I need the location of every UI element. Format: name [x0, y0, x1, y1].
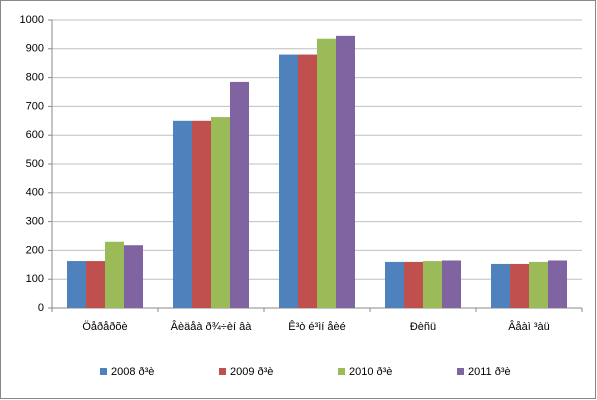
x-tick-label: Âåàì ³àü	[508, 320, 550, 333]
bar	[317, 38, 336, 308]
y-tick-label: 200	[26, 244, 44, 256]
legend-swatch	[100, 368, 107, 375]
y-tick-label: 300	[26, 216, 44, 228]
legend-swatch	[219, 368, 226, 375]
y-tick-label: 400	[26, 187, 44, 199]
bar	[510, 263, 529, 308]
x-tick-label: Ðèñü	[410, 321, 436, 333]
y-tick-label: 500	[26, 158, 44, 170]
bar	[173, 120, 192, 308]
bar	[67, 261, 86, 308]
legend-label: 2010 ð³è	[349, 366, 392, 378]
bar	[124, 245, 143, 308]
bar	[230, 81, 249, 308]
x-tick-label: Âèäåà ð¾÷èí âà	[171, 320, 253, 333]
bar	[336, 35, 355, 309]
y-tick-label: 900	[26, 43, 44, 55]
bar	[211, 117, 230, 308]
bar	[298, 54, 317, 309]
y-tick-label: 600	[26, 129, 44, 141]
bar	[86, 261, 105, 308]
y-tick-label: 700	[26, 100, 44, 112]
y-tick-label: 800	[26, 72, 44, 84]
bar	[548, 260, 567, 308]
legend-swatch	[457, 368, 464, 375]
bar	[423, 261, 442, 308]
legend-label: 2011 ð³è	[468, 366, 511, 378]
bar	[385, 261, 404, 308]
y-tick-label: 0	[38, 302, 44, 314]
y-tick-label: 100	[26, 273, 44, 285]
bar	[529, 261, 548, 308]
y-tick-label: 1000	[20, 14, 44, 26]
bar	[279, 54, 298, 309]
legend-swatch	[338, 368, 345, 375]
x-tick-label: Öåðåðõè	[82, 321, 127, 333]
bar	[491, 263, 510, 308]
bar	[192, 120, 211, 308]
bar	[105, 241, 124, 308]
bar	[404, 261, 423, 308]
legend-label: 2009 ð³è	[230, 366, 273, 378]
legend-label: 2008 ð³è	[111, 366, 154, 378]
bar	[442, 260, 461, 308]
x-tick-label: Ê³ò é³ìí åèé	[288, 320, 345, 333]
